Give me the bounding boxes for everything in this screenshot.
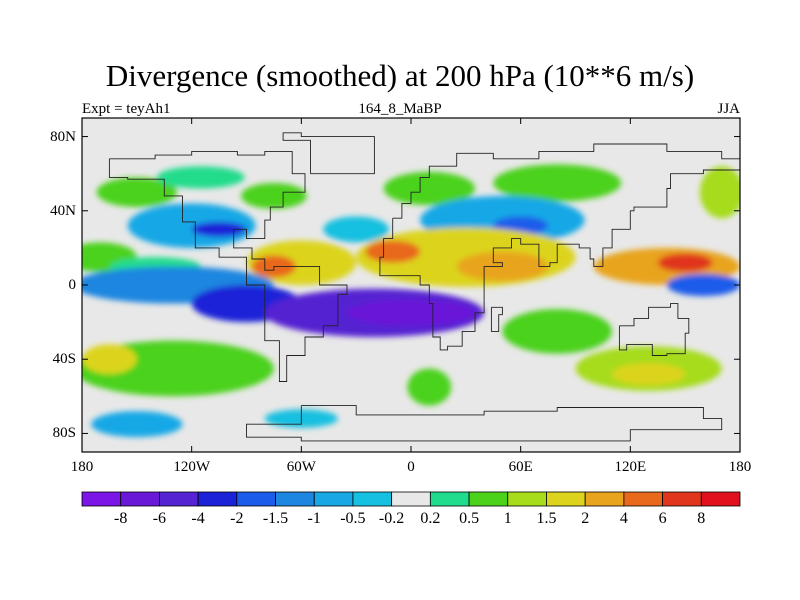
divergence-region [96,177,178,208]
colorbar-label: -8 [114,510,128,527]
y-tick-label: 40S [52,351,76,368]
x-tick-label: 120W [173,459,210,475]
coastline [379,143,740,351]
divergence-region [191,221,247,237]
colorbar-label: -4 [191,510,205,527]
divergence-region [699,166,740,219]
y-tick-label: 40N [50,202,76,219]
x-tick-label: 120E [614,459,647,475]
coastline [246,405,723,442]
divergence-region [127,203,256,248]
coastline [108,150,348,382]
x-tick-label: 60E [508,459,533,475]
colorbar-label: -6 [152,510,167,527]
coastline [282,132,375,175]
coastline-layer [108,132,740,442]
divergence-region [612,362,686,386]
x-tick-label: 180 [728,459,752,475]
coastline [490,306,503,332]
colorbar-label: -0.2 [378,510,405,527]
y-tick-label: 80S [52,425,76,442]
colorbar-label: 6 [658,510,667,527]
divergence-region [407,368,452,406]
divergence-region [502,309,613,354]
x-tick-label: 60W [286,459,316,475]
divergence-region [493,164,622,202]
divergence-region [323,216,390,243]
axis-ticks [81,118,741,452]
divergence-region [657,253,713,273]
x-tick-label: 0 [407,459,415,475]
colorbar-label: 0.2 [420,510,441,527]
colorbar-label: -2 [230,510,244,527]
x-tick-label: 180 [70,459,94,475]
divergence-region [82,344,137,375]
y-tick-label: 80N [50,128,76,145]
divergence-region [156,166,245,189]
colorbar-label: 8 [697,510,706,527]
colorbar-label: 0.5 [459,510,480,527]
divergence-region [666,273,740,297]
colorbar-label: 1 [503,510,512,527]
colorbar-label: 2 [581,510,590,527]
y-tick-label: 0 [68,277,77,293]
colorbar-label: 1.5 [536,510,557,527]
season-label: JJA [717,101,740,117]
experiment-label: Expt = teyAh1 [82,101,171,117]
divergence-region [383,171,475,206]
colorbar-label: 4 [619,510,628,527]
colorbar-label: -0.5 [340,510,366,527]
divergence-region [365,240,421,263]
divergence-region [347,299,475,326]
colorbar-label: -1 [307,510,321,527]
colorbar-label: -1.5 [262,510,289,527]
period-label: 164_8_MaBP [358,101,442,117]
divergence-region [241,182,307,209]
figure-title: Divergence (smoothed) at 200 hPa (10**6 … [105,58,695,93]
coastline [618,303,690,356]
divergence-region [91,411,183,438]
